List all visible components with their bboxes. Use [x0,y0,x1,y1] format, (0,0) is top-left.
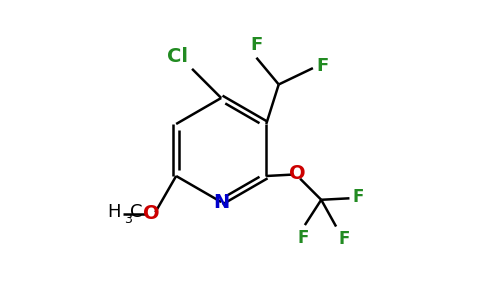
Text: F: F [298,229,309,247]
Text: F: F [316,57,328,75]
Text: O: O [143,204,159,223]
Text: C: C [130,203,143,221]
Text: H: H [107,203,121,221]
Text: 3: 3 [124,212,132,226]
Text: F: F [338,230,350,248]
Text: F: F [352,188,364,206]
Text: O: O [289,164,306,183]
Text: F: F [250,36,262,54]
Text: N: N [213,193,229,211]
Text: Cl: Cl [166,47,188,66]
